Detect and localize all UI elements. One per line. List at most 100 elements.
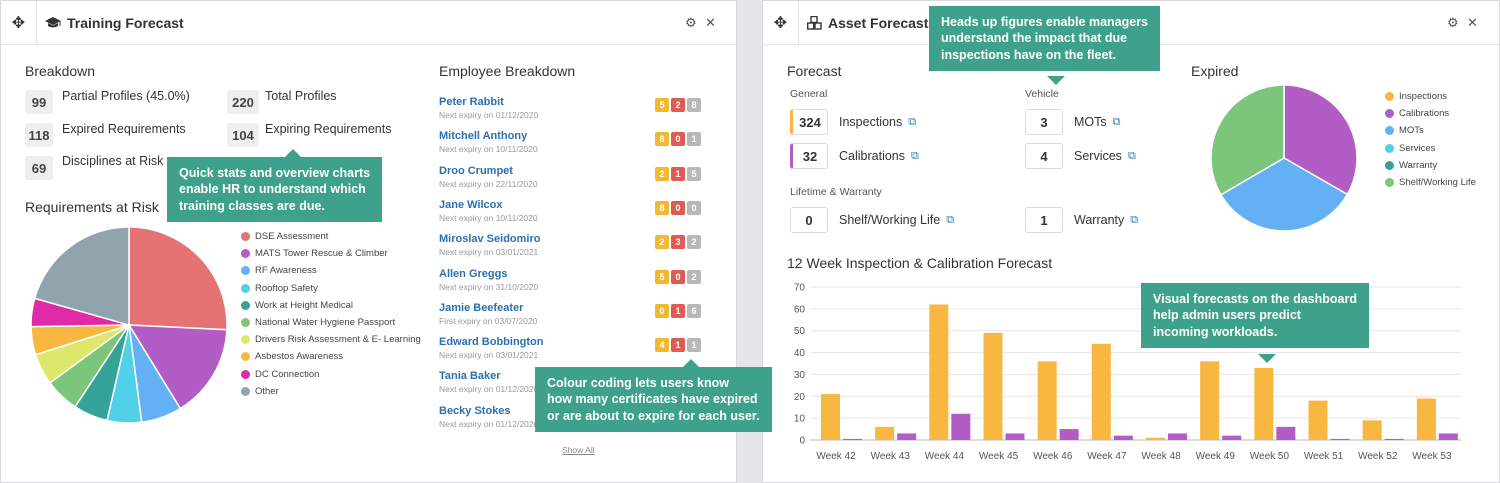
employee-name-link[interactable]: Jamie Beefeater bbox=[439, 301, 524, 314]
external-link-icon[interactable]: ⧉ bbox=[1130, 213, 1139, 226]
ok-count-badge: 6 bbox=[687, 303, 701, 318]
close-icon[interactable]: ✕ bbox=[1467, 15, 1478, 30]
legend-item: Drivers Risk Assessment & E- Learning bbox=[241, 331, 421, 348]
calibrations-count: 32 bbox=[790, 143, 828, 169]
legend-swatch bbox=[1385, 178, 1394, 188]
legend-swatch bbox=[1385, 126, 1394, 136]
legend-swatch bbox=[241, 232, 250, 242]
employee-name-link[interactable]: Mitchell Anthony bbox=[439, 130, 528, 143]
pie-slice-other[interactable] bbox=[33, 226, 130, 326]
bar-inspections[interactable] bbox=[1254, 367, 1274, 440]
bar-calibrations[interactable] bbox=[1113, 435, 1133, 440]
bar-inspections[interactable] bbox=[1308, 400, 1328, 440]
bar-inspections[interactable] bbox=[1091, 343, 1111, 440]
due-count-badge: 8 bbox=[655, 200, 669, 215]
legend-item: Inspections bbox=[1385, 88, 1476, 105]
move-icon[interactable]: ✥ bbox=[763, 1, 799, 45]
shelf-life-link[interactable]: Shelf/Working Life ⧉ bbox=[839, 213, 954, 227]
bar-calibrations[interactable] bbox=[843, 438, 862, 440]
stat-disciplines-label: Disciplines at Risk bbox=[62, 154, 164, 168]
callout-line: Quick stats and overview charts bbox=[179, 166, 371, 180]
bar-inspections[interactable] bbox=[1200, 361, 1220, 440]
bar-inspections[interactable] bbox=[1362, 420, 1382, 440]
close-icon[interactable]: ✕ bbox=[705, 15, 716, 30]
bar-calibrations[interactable] bbox=[1059, 429, 1079, 440]
x-tick-label: Week 49 bbox=[1196, 451, 1236, 462]
warranty-count: 1 bbox=[1025, 207, 1063, 233]
bar-calibrations[interactable] bbox=[1384, 438, 1404, 440]
pie-slice-shelf-working-life[interactable] bbox=[1210, 84, 1285, 196]
x-tick-label: Week 51 bbox=[1304, 451, 1344, 462]
employee-row: Edward Bobbington Next expiry on 03/01/20… bbox=[439, 336, 711, 370]
external-link-icon[interactable]: ⧉ bbox=[908, 115, 917, 128]
pie-slice-calibrations[interactable] bbox=[1283, 84, 1358, 196]
employee-name-link[interactable]: Peter Rabbit bbox=[439, 96, 504, 108]
warranty-link[interactable]: Warranty ⧉ bbox=[1074, 213, 1138, 227]
employee-row: Jamie Beefeater First expiry on 03/07/202… bbox=[439, 302, 711, 336]
settings-icon[interactable]: ⚙ bbox=[1447, 15, 1459, 30]
bar-calibrations[interactable] bbox=[1168, 433, 1187, 440]
bar-inspections[interactable] bbox=[821, 394, 840, 440]
external-link-icon[interactable]: ⧉ bbox=[1112, 115, 1121, 128]
legend-swatch bbox=[241, 249, 250, 259]
pie-slice-mats-tower-rescue-climber[interactable] bbox=[127, 324, 228, 410]
requirements-title: Requirements at Risk bbox=[25, 199, 159, 215]
bar-calibrations[interactable] bbox=[1330, 438, 1350, 440]
employee-name-link[interactable]: Jane Wilcox bbox=[439, 198, 503, 211]
settings-icon[interactable]: ⚙ bbox=[685, 15, 697, 30]
employee-row: Jane Wilcox Next expiry on 10/11/2020 8 0 0 bbox=[439, 199, 711, 233]
external-link-icon[interactable]: ⧉ bbox=[1127, 149, 1136, 162]
requirements-pie-chart bbox=[30, 226, 228, 424]
employee-name-link[interactable]: Tania Baker bbox=[439, 370, 501, 383]
mots-link[interactable]: MOTs ⧉ bbox=[1074, 115, 1121, 129]
legend-swatch bbox=[241, 300, 250, 310]
external-link-icon[interactable]: ⧉ bbox=[946, 213, 955, 226]
pie-slice-mots[interactable] bbox=[1219, 157, 1349, 232]
services-link[interactable]: Services ⧉ bbox=[1074, 149, 1136, 163]
y-tick-label: 40 bbox=[794, 348, 806, 359]
callout-line: Colour coding lets users know bbox=[547, 376, 729, 390]
bar-calibrations[interactable] bbox=[1005, 433, 1025, 440]
bar-inspections[interactable] bbox=[1146, 437, 1165, 440]
move-icon[interactable]: ✥ bbox=[1, 1, 37, 45]
bar-calibrations[interactable] bbox=[897, 433, 917, 440]
legend-label: Asbestos Awareness bbox=[255, 351, 344, 363]
bar-calibrations[interactable] bbox=[1438, 433, 1458, 440]
expired-pie-chart bbox=[1210, 84, 1358, 232]
calibrations-link[interactable]: Calibrations ⧉ bbox=[839, 149, 919, 163]
x-tick-label: Week 46 bbox=[1033, 451, 1073, 462]
inspections-link[interactable]: Inspections ⧉ bbox=[839, 115, 916, 129]
employee-name-link[interactable]: Droo Crumpet bbox=[439, 164, 513, 177]
employee-name-link[interactable]: Edward Bobbington bbox=[439, 336, 544, 349]
external-link-icon[interactable]: ⧉ bbox=[911, 149, 919, 162]
expired-count-badge: 2 bbox=[671, 98, 685, 112]
bar-calibrations[interactable] bbox=[1276, 426, 1296, 440]
legend-item: DSE Assessment bbox=[241, 228, 421, 245]
employee-name-link[interactable]: Allen Greggs bbox=[439, 267, 508, 280]
forecast-chart-title: 12 Week Inspection & Calibration Forecas… bbox=[787, 255, 1053, 271]
vehicle-group-label: Vehicle bbox=[1025, 88, 1059, 100]
employee-name-link[interactable]: Miroslav Seidomiro bbox=[439, 233, 541, 246]
employee-next-expiry: Next expiry on 22/11/2020 bbox=[439, 178, 538, 189]
bar-inspections[interactable] bbox=[929, 304, 949, 440]
employee-next-expiry: Next expiry on 01/12/2020 bbox=[439, 418, 539, 429]
y-tick-label: 70 bbox=[794, 283, 806, 294]
bar-calibrations[interactable] bbox=[1222, 435, 1242, 440]
bar-inspections[interactable] bbox=[983, 332, 1003, 440]
bar-calibrations[interactable] bbox=[951, 413, 971, 440]
callout-line: enable HR to understand which bbox=[179, 182, 366, 197]
employee-next-expiry: Next expiry on 10/11/2020 bbox=[439, 212, 538, 223]
expired-count-badge: 3 bbox=[671, 235, 685, 250]
bar-inspections[interactable] bbox=[1416, 398, 1436, 440]
employee-name-link[interactable]: Becky Stokes bbox=[439, 404, 511, 417]
bar-inspections[interactable] bbox=[1037, 361, 1057, 440]
legend-item: Warranty bbox=[1385, 157, 1476, 174]
employee-next-expiry: Next expiry on 03/01/2021 bbox=[439, 350, 539, 361]
employee-row: Allen Greggs Next expiry on 31/10/2020 5 0 2 bbox=[439, 268, 711, 302]
bar-inspections[interactable] bbox=[875, 426, 895, 440]
pie-slice-dse-assessment[interactable] bbox=[128, 226, 228, 331]
callout-visual-forecasts-arrow bbox=[1258, 354, 1276, 363]
show-all-link[interactable]: Show All bbox=[562, 445, 595, 455]
